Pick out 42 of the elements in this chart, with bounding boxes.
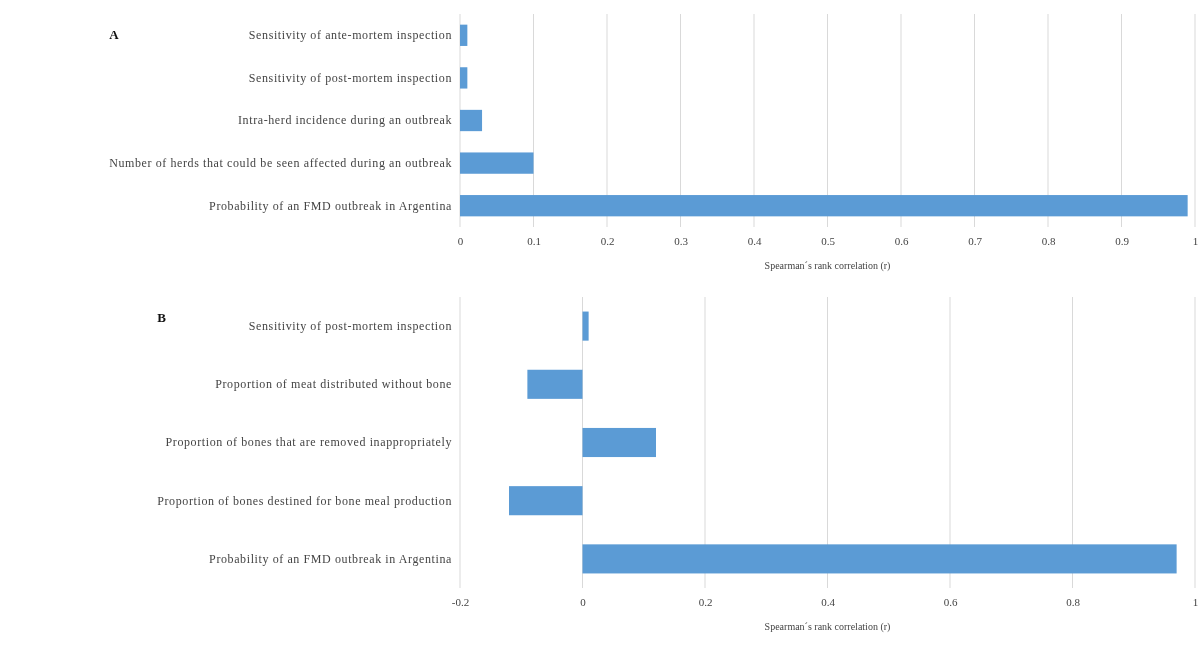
bar (460, 24, 468, 46)
x-tick-label: 0.6 (943, 595, 958, 608)
x-tick-label: 0.1 (527, 234, 541, 247)
x-tick-label: 0.2 (600, 234, 615, 247)
x-tick-label: 0.4 (747, 234, 762, 247)
x-tick-label: 0.8 (1041, 234, 1056, 247)
x-tick-label: 1 (1192, 595, 1199, 608)
y-tick-label: Probability of an FMD outbreak in Argentina (209, 551, 453, 566)
x-tick-label: 0.5 (821, 234, 836, 247)
x-tick-label: 1 (1192, 234, 1199, 247)
bar (582, 311, 589, 341)
y-tick-label: Sensitivity of post-mortem inspection (248, 70, 452, 85)
bar (460, 152, 534, 174)
x-tick-label: 0.7 (968, 234, 983, 247)
x-tick-label: 0.8 (1066, 595, 1081, 608)
y-tick-label: Probability of an FMD outbreak in Argentina (209, 198, 453, 213)
x-axis-title: Spearman´s rank correlation (r) (764, 260, 891, 272)
y-tick-label: Sensitivity of ante-mortem inspection (248, 28, 452, 43)
bar (460, 109, 483, 132)
x-tick-label: 0 (457, 234, 464, 247)
x-tick-label: 0.3 (674, 234, 689, 247)
y-tick-label: Proportion of bones destined for bone meal production (157, 493, 452, 508)
x-tick-label: 0.6 (894, 234, 909, 247)
x-tick-label: -0.2 (451, 595, 470, 608)
y-tick-label: Proportion of bones that are removed inappropriately (165, 435, 452, 450)
x-tick-label: 0.2 (698, 595, 713, 608)
bar (527, 369, 583, 399)
y-tick-label: Number of herds that could be seen affected during an outbreak (109, 155, 452, 170)
y-tick-label: Intra-herd incidence during an outbreak (238, 113, 452, 128)
text: B (157, 310, 167, 325)
y-tick-label: Sensitivity of post-mortem inspection (248, 318, 452, 333)
bar (582, 427, 656, 458)
x-tick-label: 0 (580, 595, 587, 608)
bar (460, 195, 1188, 217)
x-axis-title: Spearman´s rank correlation (r) (764, 621, 891, 633)
text: A (109, 27, 120, 42)
bar (460, 67, 468, 89)
bar (582, 544, 1177, 574)
y-tick-label: Proportion of meat distributed without bone (215, 377, 452, 392)
x-tick-label: 0.4 (821, 595, 836, 608)
x-tick-label: 0.9 (1115, 234, 1130, 247)
bar (509, 486, 583, 516)
